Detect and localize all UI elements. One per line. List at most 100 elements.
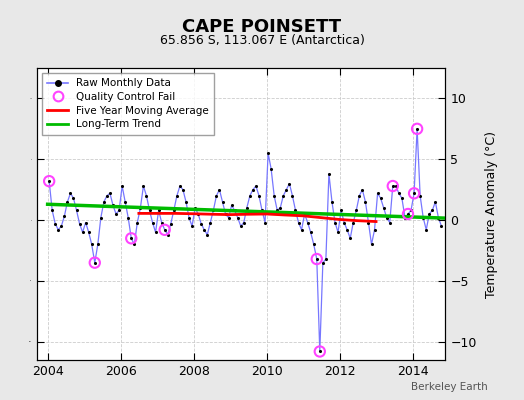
- Point: [325, 171, 333, 177]
- Point: [239, 219, 248, 226]
- Point: [367, 241, 376, 248]
- Point: [413, 126, 421, 132]
- Point: [84, 229, 93, 236]
- Point: [425, 211, 433, 217]
- Point: [398, 195, 406, 201]
- Point: [91, 260, 99, 266]
- Point: [422, 227, 430, 233]
- Point: [127, 235, 136, 242]
- Point: [376, 195, 385, 201]
- Point: [130, 241, 138, 248]
- Point: [340, 219, 348, 226]
- Point: [94, 241, 102, 248]
- Point: [124, 214, 133, 221]
- Y-axis label: Temperature Anomaly (°C): Temperature Anomaly (°C): [485, 130, 498, 298]
- Point: [374, 190, 382, 196]
- Point: [106, 190, 114, 196]
- Point: [100, 199, 108, 205]
- Point: [160, 227, 169, 233]
- Point: [434, 214, 443, 221]
- Point: [352, 207, 361, 214]
- Point: [173, 192, 181, 199]
- Point: [197, 220, 205, 227]
- Point: [431, 199, 440, 205]
- Point: [334, 229, 342, 236]
- Point: [258, 207, 266, 214]
- Point: [167, 220, 175, 227]
- Point: [383, 214, 391, 221]
- Point: [170, 207, 178, 214]
- Point: [219, 199, 227, 205]
- Point: [88, 241, 96, 248]
- Point: [212, 192, 221, 199]
- Point: [182, 199, 190, 205]
- Point: [176, 183, 184, 189]
- Point: [209, 207, 217, 214]
- Point: [75, 220, 84, 227]
- Point: [142, 192, 150, 199]
- Point: [45, 178, 53, 184]
- Point: [179, 186, 187, 193]
- Point: [386, 219, 394, 226]
- Point: [158, 219, 166, 226]
- Point: [81, 219, 90, 226]
- Point: [72, 207, 81, 214]
- Point: [410, 190, 418, 196]
- Point: [234, 214, 242, 221]
- Point: [355, 192, 364, 199]
- Point: [437, 223, 445, 229]
- Point: [379, 205, 388, 211]
- Point: [255, 192, 263, 199]
- Point: [139, 183, 148, 189]
- Point: [66, 190, 74, 196]
- Point: [145, 207, 154, 214]
- Point: [54, 227, 62, 233]
- Point: [337, 207, 345, 214]
- Point: [285, 180, 293, 187]
- Point: [224, 214, 233, 221]
- Point: [346, 235, 354, 242]
- Point: [194, 211, 202, 217]
- Point: [160, 227, 169, 233]
- Point: [63, 199, 72, 205]
- Point: [249, 186, 257, 193]
- Point: [349, 219, 357, 226]
- Point: [404, 211, 412, 217]
- Point: [370, 227, 379, 233]
- Point: [307, 229, 315, 236]
- Point: [419, 214, 428, 221]
- Point: [206, 219, 214, 226]
- Point: [163, 232, 172, 238]
- Point: [133, 219, 141, 226]
- Point: [118, 183, 126, 189]
- Point: [300, 211, 309, 217]
- Point: [276, 205, 285, 211]
- Point: [416, 192, 424, 199]
- Point: [288, 192, 297, 199]
- Point: [294, 219, 303, 226]
- Point: [291, 207, 300, 214]
- Point: [413, 126, 421, 132]
- Text: Berkeley Earth: Berkeley Earth: [411, 382, 487, 392]
- Point: [428, 207, 436, 214]
- Point: [227, 202, 236, 209]
- Point: [407, 207, 415, 214]
- Point: [136, 205, 145, 211]
- Point: [185, 214, 193, 221]
- Point: [96, 214, 105, 221]
- Point: [127, 235, 136, 242]
- Point: [364, 219, 373, 226]
- Point: [91, 260, 99, 266]
- Point: [69, 195, 78, 201]
- Point: [200, 227, 209, 233]
- Legend: Raw Monthly Data, Quality Control Fail, Five Year Moving Average, Long-Term Tren: Raw Monthly Data, Quality Control Fail, …: [42, 73, 214, 134]
- Point: [389, 183, 397, 189]
- Point: [203, 232, 212, 238]
- Point: [358, 186, 367, 193]
- Point: [282, 186, 290, 193]
- Point: [279, 192, 288, 199]
- Point: [191, 205, 199, 211]
- Point: [109, 202, 117, 209]
- Point: [45, 178, 53, 184]
- Point: [303, 219, 312, 226]
